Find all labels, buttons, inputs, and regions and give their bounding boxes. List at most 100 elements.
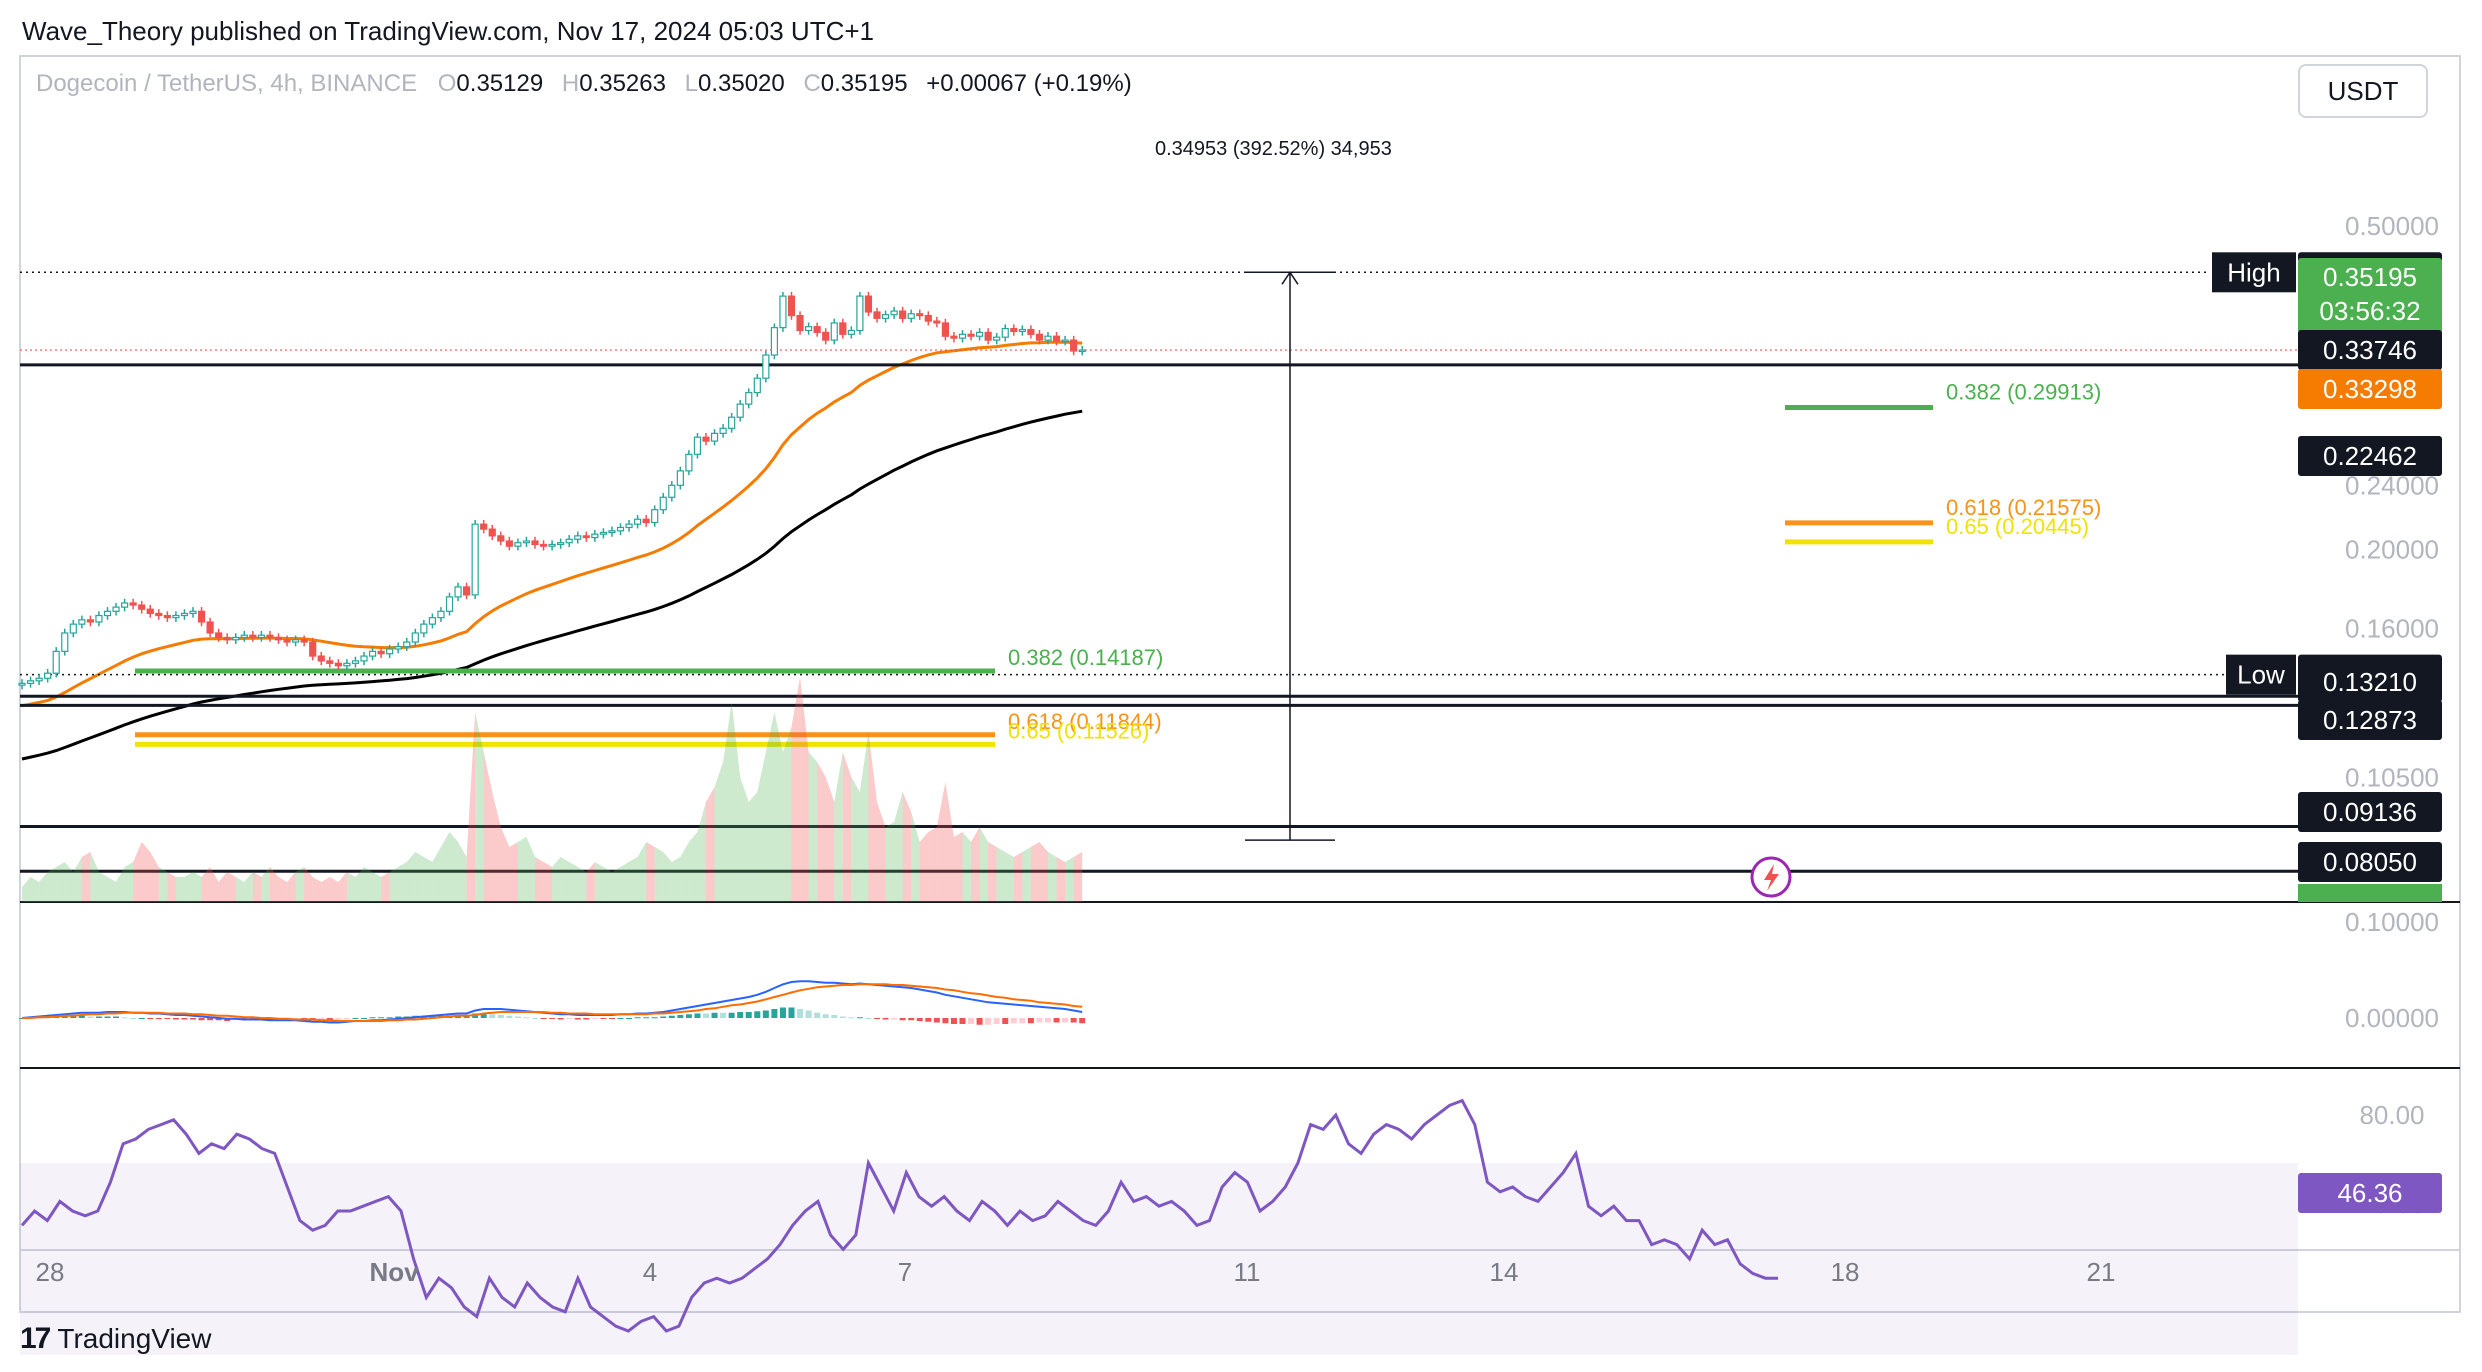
candle[interactable] (642, 515, 650, 527)
candle[interactable] (582, 531, 590, 542)
candle[interactable] (1044, 332, 1052, 345)
candle[interactable] (206, 617, 214, 638)
candle[interactable] (591, 529, 599, 542)
candle[interactable] (616, 523, 625, 536)
candle[interactable] (548, 540, 556, 551)
candle[interactable] (813, 322, 821, 337)
candle[interactable] (539, 540, 548, 551)
candle[interactable] (189, 607, 197, 618)
candle[interactable] (830, 318, 838, 345)
candle[interactable] (1078, 345, 1086, 356)
candle[interactable] (736, 399, 744, 422)
candle[interactable] (394, 642, 402, 654)
candle[interactable] (274, 633, 283, 645)
candle[interactable] (292, 635, 300, 647)
candle[interactable] (35, 674, 43, 686)
candle[interactable] (266, 631, 274, 642)
candle[interactable] (873, 307, 881, 323)
candle[interactable] (710, 429, 719, 446)
candle[interactable] (471, 519, 479, 600)
candle[interactable] (907, 309, 915, 323)
candle[interactable] (18, 679, 26, 690)
candle[interactable] (240, 631, 248, 642)
candle[interactable] (822, 328, 830, 345)
candle[interactable] (52, 647, 60, 678)
candle[interactable] (984, 328, 992, 345)
candle[interactable] (916, 309, 924, 320)
candle[interactable] (651, 505, 659, 527)
candle[interactable] (574, 531, 582, 544)
candle[interactable] (993, 332, 1001, 345)
candle[interactable] (702, 432, 710, 446)
candle[interactable] (967, 330, 975, 341)
candle[interactable] (625, 519, 633, 532)
candle[interactable] (514, 538, 522, 551)
candle[interactable] (762, 350, 770, 383)
candle[interactable] (377, 647, 385, 658)
candle[interactable] (599, 528, 608, 539)
candle[interactable] (864, 291, 873, 317)
candle[interactable] (633, 515, 642, 529)
candle[interactable] (480, 519, 488, 534)
candle[interactable] (839, 318, 847, 339)
candle[interactable] (69, 619, 77, 638)
candle[interactable] (232, 633, 240, 645)
candle[interactable] (779, 291, 787, 332)
candle[interactable] (95, 611, 103, 627)
candle[interactable] (26, 676, 35, 688)
candle[interactable] (565, 535, 573, 547)
candle[interactable] (676, 466, 684, 490)
candle[interactable] (437, 607, 445, 622)
candle[interactable] (112, 602, 120, 616)
candle[interactable] (728, 413, 736, 433)
candle[interactable] (180, 609, 189, 620)
candle[interactable] (146, 604, 154, 618)
candle[interactable] (719, 424, 727, 438)
candle[interactable] (753, 373, 761, 397)
candle[interactable] (223, 633, 231, 645)
candle[interactable] (975, 328, 984, 341)
candle[interactable] (668, 481, 676, 502)
candle[interactable] (881, 310, 890, 323)
candle[interactable] (309, 637, 317, 661)
candle[interactable] (172, 611, 180, 622)
candle[interactable] (804, 322, 813, 335)
candle[interactable] (257, 631, 265, 642)
candle[interactable] (386, 644, 394, 658)
candle[interactable] (61, 628, 69, 656)
candle[interactable] (1010, 324, 1018, 336)
candle[interactable] (317, 651, 325, 666)
candle[interactable] (847, 326, 855, 339)
candle[interactable] (557, 538, 565, 549)
candle[interactable] (941, 318, 950, 341)
candle[interactable] (326, 656, 334, 668)
candle[interactable] (197, 607, 206, 627)
candle[interactable] (1035, 330, 1044, 345)
candle[interactable] (120, 598, 129, 612)
candle[interactable] (933, 316, 941, 328)
alert-lightning-icon[interactable] (1750, 856, 1792, 898)
candle[interactable] (787, 291, 796, 320)
candle[interactable] (1018, 325, 1026, 336)
candle[interactable] (44, 668, 52, 683)
candle[interactable] (129, 598, 137, 610)
candle[interactable] (958, 330, 967, 343)
candle[interactable] (454, 582, 462, 602)
candle[interactable] (796, 311, 804, 335)
candle[interactable] (531, 536, 539, 549)
candle[interactable] (155, 609, 163, 620)
candle[interactable] (770, 323, 779, 360)
candle[interactable] (1070, 335, 1078, 356)
candle[interactable] (608, 526, 616, 537)
candle[interactable] (1001, 324, 1009, 342)
candle[interactable] (103, 607, 112, 620)
candle[interactable] (659, 493, 667, 514)
candle[interactable] (420, 619, 428, 638)
candle[interactable] (334, 659, 342, 671)
candle[interactable] (950, 332, 958, 343)
candle[interactable] (411, 628, 419, 647)
candle[interactable] (351, 656, 360, 668)
candle[interactable] (1061, 335, 1069, 346)
candle[interactable] (428, 613, 436, 629)
candle[interactable] (138, 600, 146, 614)
